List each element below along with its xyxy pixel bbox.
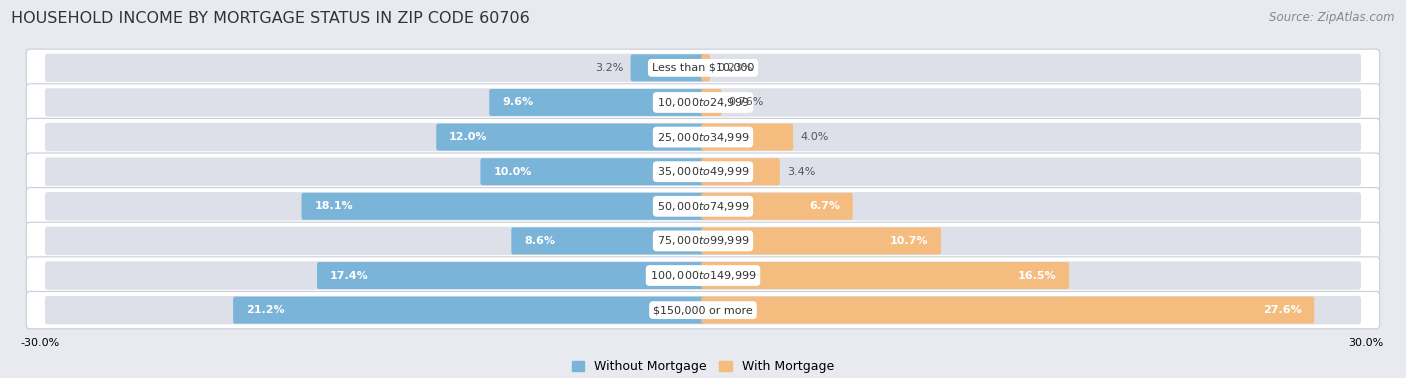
Text: 3.2%: 3.2% [595,63,623,73]
Text: $75,000 to $99,999: $75,000 to $99,999 [657,234,749,248]
FancyBboxPatch shape [45,54,1361,82]
Text: $10,000 to $24,999: $10,000 to $24,999 [657,96,749,109]
Text: 10.7%: 10.7% [890,236,928,246]
Text: 3.4%: 3.4% [787,167,815,177]
Text: $100,000 to $149,999: $100,000 to $149,999 [650,269,756,282]
FancyBboxPatch shape [45,192,1361,220]
FancyBboxPatch shape [45,88,1361,117]
FancyBboxPatch shape [630,54,704,81]
Text: $35,000 to $49,999: $35,000 to $49,999 [657,165,749,178]
Text: 17.4%: 17.4% [330,271,368,280]
FancyBboxPatch shape [702,158,780,185]
Text: 21.2%: 21.2% [246,305,284,315]
Text: 27.6%: 27.6% [1263,305,1302,315]
FancyBboxPatch shape [512,228,704,254]
Text: 4.0%: 4.0% [800,132,828,142]
Text: 12.0%: 12.0% [449,132,488,142]
FancyBboxPatch shape [702,262,1069,289]
FancyBboxPatch shape [702,193,852,220]
Text: 0.23%: 0.23% [717,63,752,73]
FancyBboxPatch shape [27,291,1379,329]
Text: Less than $10,000: Less than $10,000 [652,63,754,73]
FancyBboxPatch shape [436,124,704,150]
FancyBboxPatch shape [27,153,1379,191]
FancyBboxPatch shape [45,261,1361,290]
FancyBboxPatch shape [702,54,710,81]
FancyBboxPatch shape [27,49,1379,87]
Text: HOUSEHOLD INCOME BY MORTGAGE STATUS IN ZIP CODE 60706: HOUSEHOLD INCOME BY MORTGAGE STATUS IN Z… [11,11,530,26]
Text: 8.6%: 8.6% [524,236,555,246]
Text: $150,000 or more: $150,000 or more [654,305,752,315]
Text: 16.5%: 16.5% [1018,271,1056,280]
FancyBboxPatch shape [27,257,1379,294]
FancyBboxPatch shape [301,193,704,220]
FancyBboxPatch shape [27,222,1379,260]
Text: 0.76%: 0.76% [728,98,763,107]
Text: 10.0%: 10.0% [494,167,531,177]
FancyBboxPatch shape [702,228,941,254]
Text: $25,000 to $34,999: $25,000 to $34,999 [657,130,749,144]
FancyBboxPatch shape [45,296,1361,324]
Legend: Without Mortgage, With Mortgage: Without Mortgage, With Mortgage [567,355,839,378]
FancyBboxPatch shape [45,123,1361,151]
FancyBboxPatch shape [233,297,704,324]
FancyBboxPatch shape [481,158,704,185]
FancyBboxPatch shape [27,187,1379,225]
FancyBboxPatch shape [45,227,1361,255]
FancyBboxPatch shape [45,158,1361,186]
Text: 18.1%: 18.1% [315,201,353,211]
FancyBboxPatch shape [27,84,1379,121]
FancyBboxPatch shape [316,262,704,289]
Text: $50,000 to $74,999: $50,000 to $74,999 [657,200,749,213]
FancyBboxPatch shape [489,89,704,116]
FancyBboxPatch shape [702,297,1315,324]
Text: Source: ZipAtlas.com: Source: ZipAtlas.com [1270,11,1395,24]
Text: 9.6%: 9.6% [502,98,533,107]
FancyBboxPatch shape [702,89,721,116]
FancyBboxPatch shape [702,124,793,150]
FancyBboxPatch shape [27,118,1379,156]
Text: 6.7%: 6.7% [808,201,839,211]
